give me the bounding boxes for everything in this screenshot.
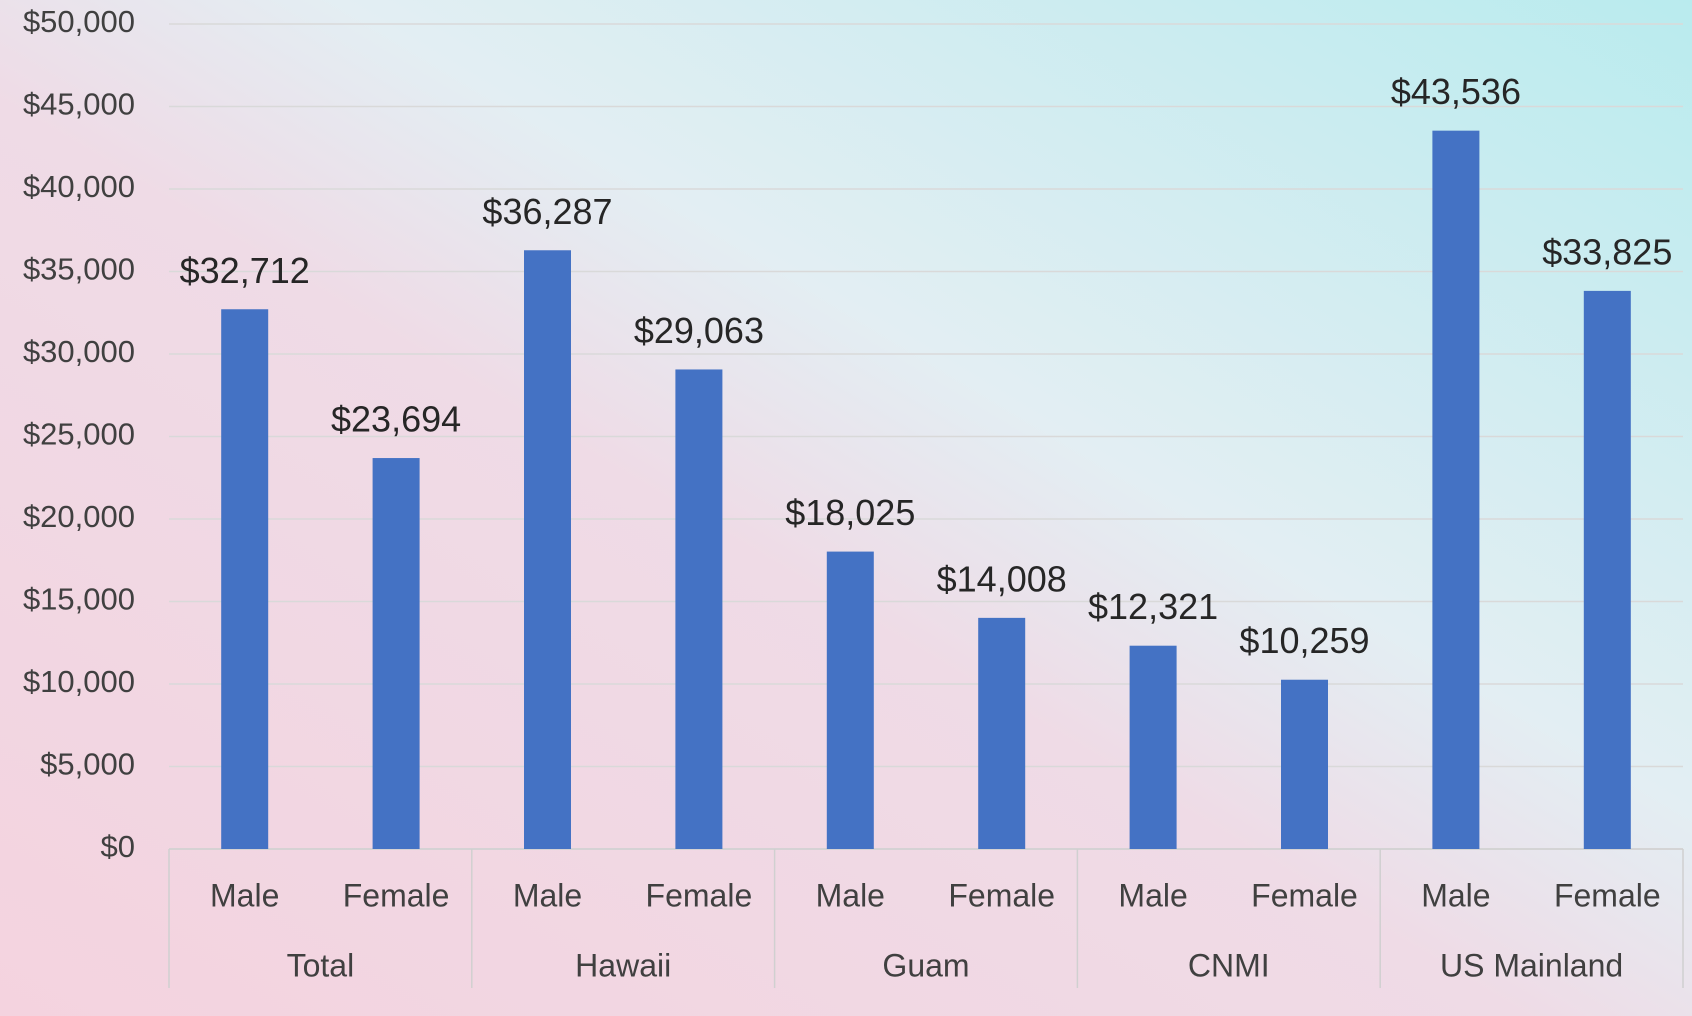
data-label: $43,536 — [1391, 71, 1521, 112]
group-label: CNMI — [1188, 947, 1270, 983]
page: {"chart_data": {"type": "bar", "categori… — [0, 0, 1692, 1016]
data-label: $36,287 — [482, 191, 612, 232]
data-label: $32,712 — [180, 250, 310, 291]
bar — [1281, 680, 1328, 849]
bar — [221, 309, 268, 849]
group-label: Total — [287, 947, 355, 983]
bar — [675, 369, 722, 849]
bar — [1432, 131, 1479, 849]
y-tick-label: $35,000 — [23, 252, 135, 287]
x-tick-label: Male — [1118, 877, 1187, 913]
bar — [978, 618, 1025, 849]
y-tick-label: $20,000 — [23, 499, 135, 534]
data-label: $10,259 — [1239, 620, 1369, 661]
x-tick-label: Male — [816, 877, 885, 913]
x-tick-label: Female — [646, 877, 753, 913]
y-tick-label: $5,000 — [40, 747, 135, 782]
bar — [524, 250, 571, 849]
y-tick-label: $40,000 — [23, 169, 135, 204]
x-tick-label: Male — [513, 877, 582, 913]
data-label: $14,008 — [937, 558, 1067, 599]
x-tick-label: Male — [210, 877, 279, 913]
y-tick-label: $0 — [101, 829, 135, 864]
x-tick-label: Female — [343, 877, 450, 913]
y-tick-label: $15,000 — [23, 582, 135, 617]
chart: $0 $5,000 $10,000 $15,000 $20,000 $25,000 $30,… — [0, 0, 1692, 1016]
data-label: $33,825 — [1542, 231, 1672, 272]
bar — [827, 552, 874, 849]
bar — [1130, 646, 1177, 849]
x-tick-label: Female — [1554, 877, 1661, 913]
x-tick-label: Female — [1251, 877, 1358, 913]
group-label: US Mainland — [1440, 947, 1623, 983]
x-tick-label: Female — [948, 877, 1055, 913]
x-tick-label: Male — [1421, 877, 1490, 913]
y-tick-label: $10,000 — [23, 664, 135, 699]
y-tick-label: $25,000 — [23, 417, 135, 452]
data-label: $23,694 — [331, 399, 461, 440]
data-label: $12,321 — [1088, 586, 1218, 627]
group-label: Guam — [882, 947, 969, 983]
bar — [373, 458, 420, 849]
y-tick-label: $45,000 — [23, 87, 135, 122]
group-label: Hawaii — [575, 947, 671, 983]
y-tick-label: $50,000 — [23, 4, 135, 39]
y-tick-label: $30,000 — [23, 334, 135, 369]
bar — [1584, 291, 1631, 849]
data-label: $18,025 — [785, 492, 915, 533]
data-label: $29,063 — [634, 310, 764, 351]
